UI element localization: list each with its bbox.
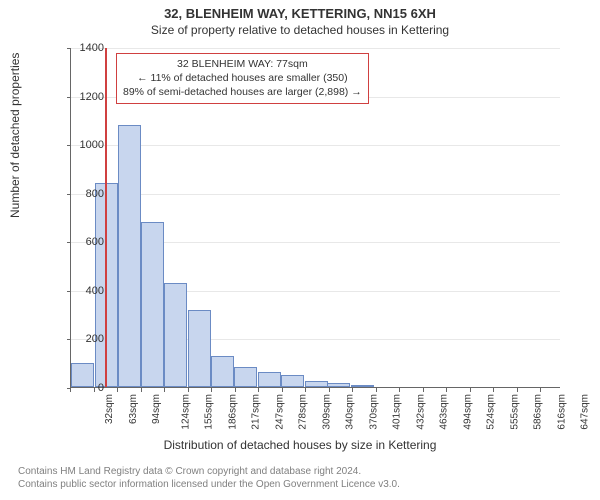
xtick-mark (540, 388, 541, 392)
annotation-larger: 89% of semi-detached houses are larger (… (123, 85, 362, 99)
ytick-label: 600 (44, 236, 104, 248)
xtick-mark (258, 388, 259, 392)
xtick-mark (141, 388, 142, 392)
xtick-label: 32sqm (104, 394, 115, 424)
xtick-label: 124sqm (180, 394, 191, 430)
xtick-mark (470, 388, 471, 392)
xtick-label: 155sqm (204, 394, 215, 430)
xtick-label: 217sqm (251, 394, 262, 430)
histogram-bar (188, 310, 211, 387)
histogram-bar (281, 375, 304, 387)
xtick-label: 586sqm (533, 394, 544, 430)
ytick-label: 400 (44, 285, 104, 297)
xtick-mark (235, 388, 236, 392)
gridline (71, 194, 560, 195)
xtick-mark (399, 388, 400, 392)
xtick-mark (517, 388, 518, 392)
histogram-bar (305, 381, 328, 387)
xtick-mark (305, 388, 306, 392)
histogram-bar (118, 125, 141, 387)
xtick-label: 63sqm (128, 394, 139, 424)
xtick-label: 340sqm (345, 394, 356, 430)
ytick-label: 800 (44, 188, 104, 200)
annotation-box: 32 BLENHEIM WAY: 77sqm← 11% of detached … (116, 53, 369, 104)
plot-area: 32 BLENHEIM WAY: 77sqm← 11% of detached … (70, 48, 560, 388)
xtick-mark (352, 388, 353, 392)
xtick-label: 186sqm (227, 394, 238, 430)
xtick-mark (329, 388, 330, 392)
xtick-label: 432sqm (415, 394, 426, 430)
annotation-smaller: ← 11% of detached houses are smaller (35… (123, 71, 362, 85)
xtick-mark (164, 388, 165, 392)
histogram-bar (258, 372, 281, 387)
xtick-mark (94, 388, 95, 392)
xtick-label: 278sqm (298, 394, 309, 430)
xtick-label: 401sqm (392, 394, 403, 430)
xtick-label: 616sqm (556, 394, 567, 430)
xtick-label: 524sqm (486, 394, 497, 430)
xtick-label: 309sqm (321, 394, 332, 430)
annotation-property: 32 BLENHEIM WAY: 77sqm (123, 57, 362, 71)
xtick-label: 94sqm (151, 394, 162, 424)
ytick-label: 1200 (44, 91, 104, 103)
xtick-label: 247sqm (274, 394, 285, 430)
attribution-line-1: Contains HM Land Registry data © Crown c… (18, 465, 400, 478)
xtick-label: 647sqm (580, 394, 591, 430)
xtick-mark (188, 388, 189, 392)
xtick-mark (70, 388, 71, 392)
xtick-mark (211, 388, 212, 392)
ytick-label: 1400 (44, 42, 104, 54)
xtick-label: 555sqm (509, 394, 520, 430)
chart-title: 32, BLENHEIM WAY, KETTERING, NN15 6XH (0, 0, 600, 21)
xtick-label: 463sqm (439, 394, 450, 430)
gridline (71, 145, 560, 146)
property-marker-line (105, 48, 107, 387)
y-axis-label: Number of detached properties (8, 53, 22, 218)
xtick-mark (117, 388, 118, 392)
xtick-mark (282, 388, 283, 392)
histogram-bar (141, 222, 164, 387)
xtick-label: 370sqm (368, 394, 379, 430)
property-size-chart: 32, BLENHEIM WAY, KETTERING, NN15 6XH Si… (0, 0, 600, 500)
xtick-mark (446, 388, 447, 392)
histogram-bar (327, 383, 350, 387)
xtick-label: 494sqm (462, 394, 473, 430)
histogram-bar (164, 283, 187, 387)
xtick-mark (376, 388, 377, 392)
attribution-text: Contains HM Land Registry data © Crown c… (18, 465, 400, 491)
ytick-label: 200 (44, 333, 104, 345)
histogram-bar (351, 385, 374, 387)
xtick-mark (423, 388, 424, 392)
x-axis-label: Distribution of detached houses by size … (0, 438, 600, 452)
histogram-bar (234, 367, 257, 387)
chart-subtitle: Size of property relative to detached ho… (0, 21, 600, 37)
attribution-line-2: Contains public sector information licen… (18, 478, 400, 491)
histogram-bar (211, 356, 234, 387)
ytick-label: 1000 (44, 139, 104, 151)
ytick-label: 0 (44, 382, 104, 394)
xtick-mark (493, 388, 494, 392)
gridline (71, 48, 560, 49)
